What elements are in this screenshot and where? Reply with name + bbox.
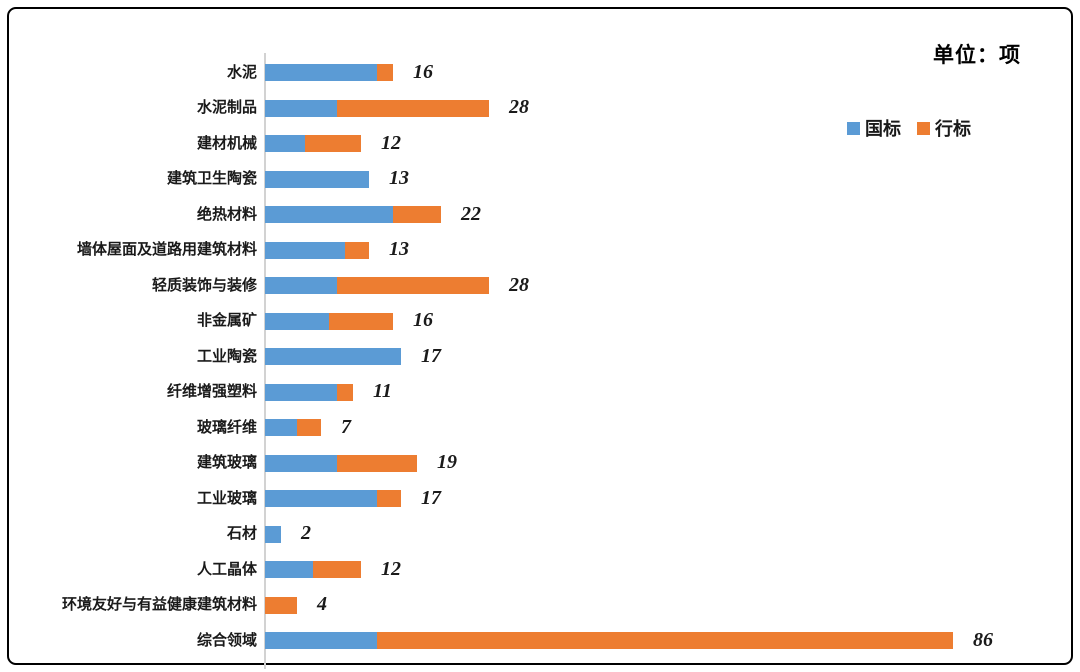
chart-row: 轻质装饰与装修 28: [9, 268, 1071, 304]
chart-row: 综合领域 86: [9, 623, 1071, 659]
bar-segment-hangbiao: [305, 135, 361, 152]
category-label: 纤维增强塑料: [166, 382, 257, 401]
legend-swatch-guobiao-icon: [847, 121, 860, 135]
value-label: 7: [341, 415, 351, 438]
value-label: 12: [381, 131, 401, 154]
bar-segment-hangbiao: [377, 632, 953, 649]
category-label: 人工晶体: [196, 559, 257, 578]
value-label: 22: [461, 202, 481, 225]
category-label: 综合领域: [196, 630, 257, 649]
bar-segment-guobiao: [265, 561, 313, 578]
bar-segment-hangbiao: [313, 561, 361, 578]
bar-segment-guobiao: [265, 348, 401, 365]
value-label: 17: [421, 344, 441, 367]
chart-row: 墙体屋面及道路用建筑材料 13: [9, 232, 1071, 268]
bar-segment-hangbiao: [337, 99, 489, 117]
category-label: 轻质装饰与装修: [151, 275, 257, 294]
chart-row: 人工晶体 12: [9, 552, 1071, 588]
bar-segment-hangbiao: [265, 596, 297, 614]
bars-area: 水泥 16 水泥制品 28 建材机械 12 建筑卫生陶瓷 13 绝热材料 22 墙体屋面及道路用建筑…: [9, 9, 1071, 663]
bar-segment-guobiao: [265, 525, 281, 543]
category-label: 建材机械: [196, 133, 257, 152]
chart-row: 绝热材料 22: [9, 197, 1071, 233]
chart-row: 工业陶瓷 17: [9, 339, 1071, 375]
bar-segment-guobiao: [265, 206, 393, 223]
value-label: 13: [389, 238, 409, 261]
bar-segment-hangbiao: [337, 277, 489, 294]
value-label: 13: [389, 167, 409, 190]
bar-segment-guobiao: [265, 99, 337, 117]
chart-frame: 单位：项 国标 行标 水泥 16 水泥制品 28 建材机械 12 建筑卫生陶瓷 13 绝热材料 2…: [7, 7, 1073, 669]
bar-segment-guobiao: [265, 277, 337, 294]
value-label: 4: [317, 593, 327, 616]
category-label: 墙体屋面及道路用建筑材料: [76, 240, 257, 259]
category-label: 环境友好与有益健康建筑材料: [61, 595, 257, 614]
bar-segment-hangbiao: [329, 312, 393, 330]
chart-row: 水泥 16: [9, 55, 1071, 91]
bar-segment-guobiao: [265, 170, 369, 188]
bar-segment-hangbiao: [345, 241, 369, 259]
category-label: 非金属矿: [196, 311, 257, 330]
value-label: 16: [413, 309, 433, 332]
bar-segment-guobiao: [265, 632, 377, 649]
category-label: 建筑玻璃: [196, 453, 257, 472]
bar-segment-hangbiao: [377, 64, 393, 81]
bar-segment-guobiao: [265, 454, 337, 472]
bar-segment-hangbiao: [393, 206, 441, 223]
chart-row: 建筑卫生陶瓷 13: [9, 161, 1071, 197]
category-label: 工业玻璃: [196, 488, 257, 507]
bar-segment-guobiao: [265, 64, 377, 81]
chart-row: 环境友好与有益健康建筑材料 4: [9, 587, 1071, 623]
category-label: 工业陶瓷: [196, 346, 257, 365]
unit-label: 单位：项: [933, 43, 1021, 67]
value-label: 2: [301, 522, 311, 545]
value-label: 11: [373, 380, 392, 403]
chart-row: 纤维增强塑料 11: [9, 374, 1071, 410]
chart-row: 工业玻璃 17: [9, 481, 1071, 517]
chart-row: 建材机械 12: [9, 126, 1071, 162]
chart-row: 玻璃纤维 7: [9, 410, 1071, 446]
bar-segment-hangbiao: [297, 419, 321, 436]
category-label: 玻璃纤维: [196, 417, 257, 436]
chart-row: 石材 2: [9, 516, 1071, 552]
category-label: 建筑卫生陶瓷: [166, 169, 257, 188]
value-label: 86: [973, 628, 993, 651]
legend-item-guobiao: 国标: [847, 115, 901, 141]
chart-row: 水泥制品 28: [9, 90, 1071, 126]
legend-label-guobiao: 国标: [865, 119, 901, 140]
legend-swatch-hangbiao-icon: [917, 121, 930, 135]
chart-row: 建筑玻璃 19: [9, 445, 1071, 481]
bar-segment-guobiao: [265, 419, 297, 436]
category-label: 水泥: [226, 62, 257, 81]
bar-segment-hangbiao: [377, 490, 401, 507]
legend-item-hangbiao: 行标: [917, 115, 971, 141]
category-label: 水泥制品: [196, 98, 257, 117]
value-label: 28: [509, 96, 529, 119]
bar-segment-guobiao: [265, 383, 337, 401]
category-label: 绝热材料: [196, 204, 257, 223]
bar-segment-guobiao: [265, 241, 345, 259]
legend-label-hangbiao: 行标: [935, 119, 971, 140]
legend: 国标 行标: [847, 115, 971, 141]
value-label: 12: [381, 557, 401, 580]
value-label: 19: [437, 451, 457, 474]
bar-segment-hangbiao: [337, 383, 353, 401]
value-label: 28: [509, 273, 529, 296]
bar-segment-hangbiao: [337, 454, 417, 472]
value-label: 17: [421, 486, 441, 509]
bar-segment-guobiao: [265, 135, 305, 152]
bar-segment-guobiao: [265, 312, 329, 330]
value-label: 16: [413, 60, 433, 83]
chart-row: 非金属矿 16: [9, 303, 1071, 339]
bar-segment-guobiao: [265, 490, 377, 507]
category-label: 石材: [226, 524, 257, 543]
